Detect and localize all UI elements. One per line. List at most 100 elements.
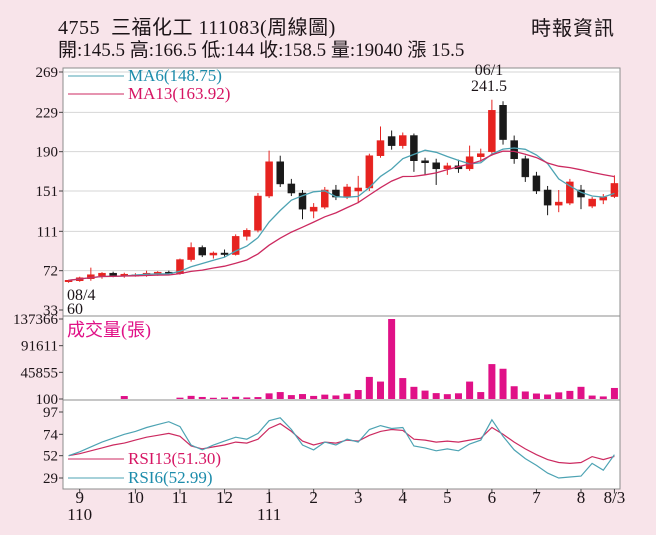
month-label-11: 11	[172, 488, 188, 507]
candle-body-11	[187, 247, 195, 260]
candle-body-28	[376, 140, 385, 156]
volume-tick-label-45855: 45855	[21, 365, 59, 381]
month-label-10: 10	[127, 488, 144, 507]
candle-body-27	[365, 155, 374, 189]
candle-body-19	[276, 161, 284, 185]
volume-bar-33	[432, 393, 440, 399]
candle-body-29	[387, 136, 396, 146]
month-label-7: 7	[532, 488, 541, 507]
month-label-12: 12	[216, 488, 233, 507]
volume-bar-40	[510, 386, 518, 399]
candle-body-15	[231, 236, 240, 255]
candle-body-14	[220, 252, 229, 255]
price-tick-label-151: 151	[36, 184, 59, 200]
candle-body-49	[610, 183, 619, 197]
source-label: 時報資訊	[531, 18, 615, 40]
month-label-4: 4	[399, 488, 408, 507]
candle-body-0	[64, 280, 73, 283]
candle-body-21	[298, 192, 307, 210]
peak-price-annotation: 241.5	[471, 78, 507, 95]
volume-bar-31	[410, 386, 418, 399]
peak-date-annotation: 06/1	[475, 62, 503, 79]
volume-bar-46	[577, 386, 585, 399]
volume-bar-28	[376, 381, 384, 399]
candle-body-4	[109, 272, 117, 276]
candle-body-22	[309, 206, 318, 212]
rsi6-line	[68, 417, 615, 479]
candle-body-38	[488, 110, 496, 152]
volume-bar-12	[198, 396, 206, 399]
volume-bar-5	[120, 396, 128, 399]
month-label-9: 9	[75, 488, 84, 507]
candle-body-40	[510, 140, 518, 159]
volume-bar-43	[544, 394, 552, 399]
month-label-8: 8	[577, 488, 586, 507]
candle-body-25	[343, 186, 351, 198]
rsi-panel	[62, 399, 621, 490]
volume-bar-37	[477, 392, 485, 399]
candle-body-37	[477, 153, 485, 157]
candle-body-33	[432, 162, 440, 170]
month-label-2: 2	[309, 488, 318, 507]
volume-bar-20	[287, 395, 295, 399]
volume-bar-45	[566, 390, 574, 399]
candle-body-17	[254, 195, 262, 231]
ma13-line	[68, 150, 615, 281]
rsi6-legend-label: RSI6(52.99)	[128, 468, 213, 487]
volume-bar-47	[588, 395, 596, 399]
volume-bar-38	[488, 364, 496, 399]
volume-tick-label-100: 100	[36, 392, 59, 408]
generated-chart-layers: 2692291901511117233137366916114585510097…	[13, 65, 625, 524]
volume-bar-48	[599, 396, 607, 399]
candle-body-31	[410, 135, 418, 161]
candle-body-39	[499, 105, 507, 140]
month-label-8/3: 8/3	[604, 488, 626, 507]
rsi-tick-label-52: 52	[43, 449, 58, 465]
volume-bar-23	[321, 394, 329, 399]
candle-body-20	[287, 183, 296, 194]
candle-body-16	[243, 230, 251, 237]
rsi-tick-label-97: 97	[43, 405, 59, 421]
volume-bar-26	[354, 390, 362, 399]
volume-tick-label-137366: 137366	[13, 312, 59, 328]
volume-bar-15	[232, 396, 240, 399]
volume-bar-17	[254, 397, 262, 399]
rsi13-legend-label: RSI13(51.30)	[128, 449, 221, 468]
month-label-5: 5	[443, 488, 452, 507]
candle-body-26	[354, 187, 362, 192]
candle-body-34	[443, 165, 452, 170]
start-low-annotation: 60	[67, 301, 83, 318]
rsi-tick-label-29: 29	[43, 471, 58, 487]
volume-tick-label-91611: 91611	[21, 339, 58, 355]
volume-bar-25	[343, 393, 351, 399]
start-date-annotation: 08/4	[67, 287, 95, 304]
price-tick-label-33: 33	[43, 303, 58, 319]
quote-summary: 開:145.5 高:166.5 低:144 收:158.5 量:19040 漲 …	[58, 40, 465, 61]
candle-body-42	[532, 175, 541, 192]
volume-bar-27	[365, 376, 373, 399]
volume-bar-32	[421, 390, 429, 399]
candle-body-30	[399, 135, 407, 146]
candle-body-3	[98, 272, 106, 276]
volume-bar-10	[176, 397, 184, 399]
rsi-tick-label-74: 74	[43, 427, 59, 443]
volume-bar-19	[276, 392, 284, 399]
price-tick-label-72: 72	[43, 264, 58, 280]
volume-bar-13	[209, 397, 217, 399]
volume-bar-29	[388, 319, 396, 399]
price-tick-label-229: 229	[36, 105, 59, 121]
year-label-110: 110	[67, 505, 92, 524]
volume-panel	[62, 315, 621, 401]
price-tick-label-190: 190	[36, 145, 59, 161]
volume-bar-16	[243, 397, 251, 399]
volume-bar-44	[555, 392, 563, 399]
candle-body-18	[265, 161, 273, 197]
volume-panel-label: 成交量(張)	[67, 320, 151, 341]
volume-bar-36	[466, 381, 474, 399]
candle-body-12	[198, 247, 206, 256]
ma6-legend-label: MA6(148.75)	[128, 66, 222, 85]
candle-body-23	[321, 189, 329, 208]
volume-bar-21	[299, 394, 307, 399]
year-label-111: 111	[257, 505, 281, 524]
